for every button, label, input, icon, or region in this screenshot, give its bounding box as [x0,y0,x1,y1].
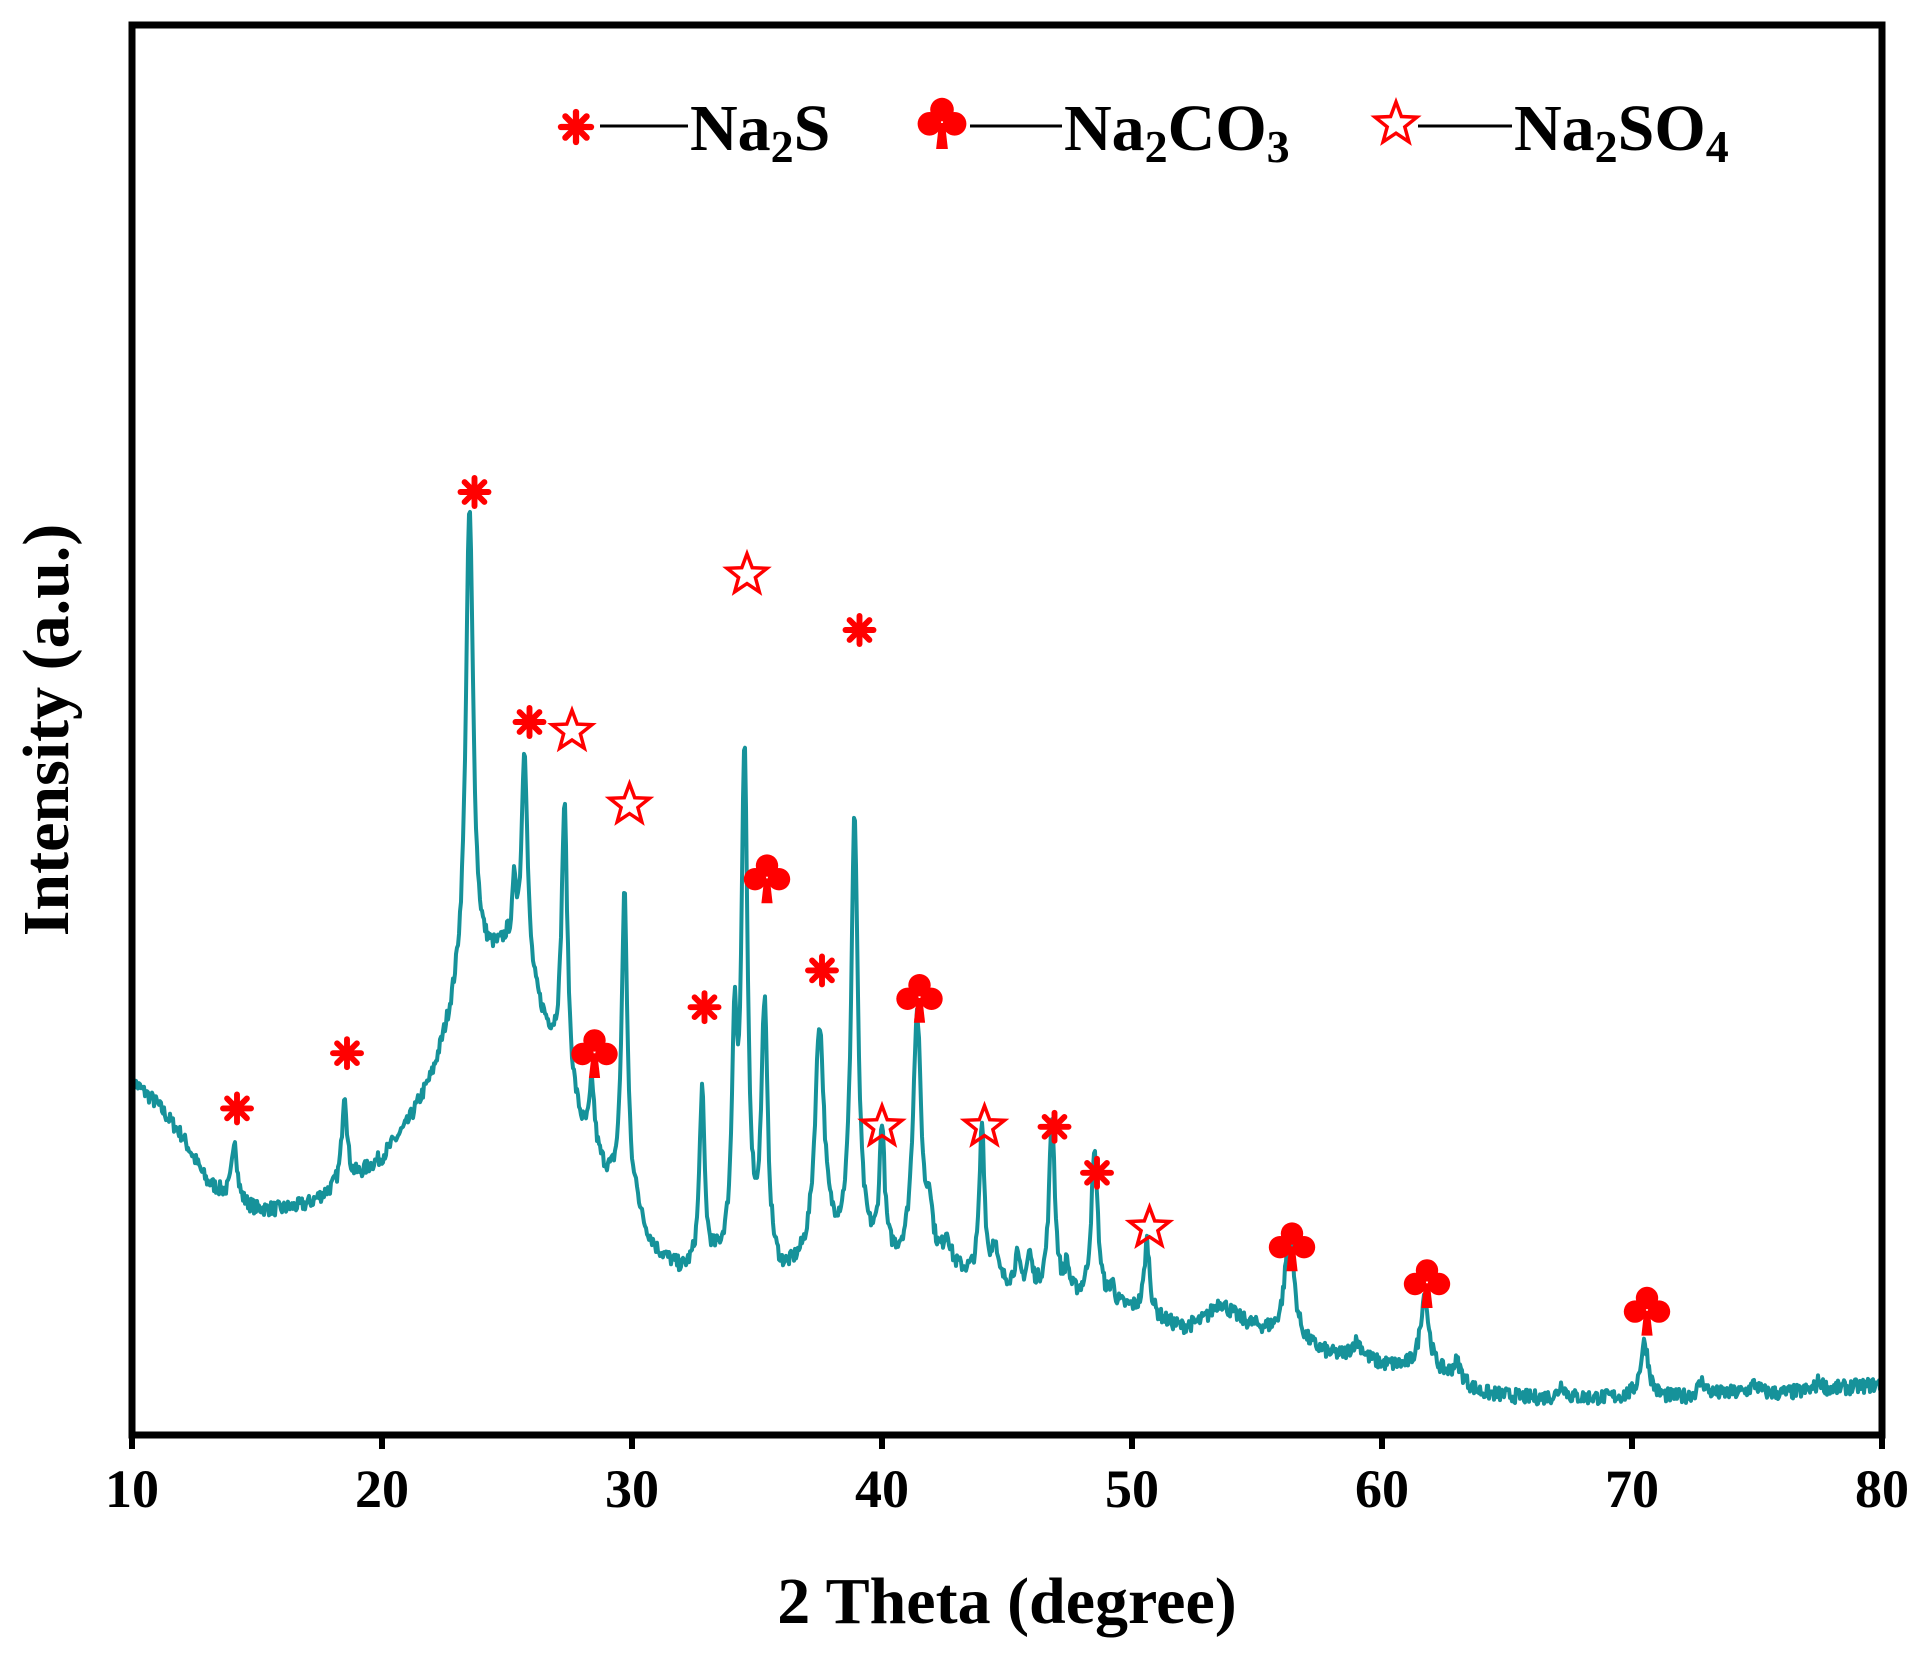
peak-marker-asterisk-icon [220,1091,254,1126]
legend-na2so4-rest: SO [1618,92,1706,165]
peak-marker-club-icon [1268,1222,1316,1272]
x-tick-label: 50 [1105,1459,1159,1519]
legend-item-na2co3: Na2CO3 [917,92,1290,172]
legend: Na2S Na2CO3 Na2SO4 [557,92,1729,172]
legend-star-icon [1370,96,1422,146]
x-tick-label: 80 [1855,1459,1909,1519]
peak-marker-star-icon [722,548,772,596]
peak-marker-asterisk-icon [687,990,722,1025]
peak-marker-asterisk-icon [457,475,492,509]
plot-frame [128,21,1886,1439]
x-tick-label: 30 [605,1459,659,1519]
x-tick-label: 70 [1605,1459,1659,1519]
peak-marker-star-icon [857,1100,907,1148]
legend-item-na2s: Na2S [557,92,830,172]
legend-label-na2co3: Na2CO3 [1064,92,1290,172]
peak-marker-star-icon [547,705,597,753]
legend-label-na2s: Na2S [690,92,830,172]
peak-marker-asterisk-icon [1080,1155,1114,1190]
legend-na2so4-base: Na [1514,92,1595,165]
peak-marker-asterisk-icon [1037,1109,1072,1144]
legend-na2s-rest: S [794,92,831,165]
legend-na2s-base: Na [690,92,771,165]
peak-annotations [220,475,1671,1336]
x-tick-label: 20 [355,1459,409,1519]
x-axis-ticks [129,1435,1885,1449]
x-tick-label: 40 [855,1459,909,1519]
peak-marker-club-icon [1623,1286,1671,1336]
legend-na2s-sub: 2 [771,121,794,172]
y-axis-title: Intensity (a.u.) [10,524,83,937]
legend-club-icon [917,97,967,150]
x-axis-tick-labels: 10 20 30 40 50 60 70 80 [105,1459,1909,1519]
peak-marker-club-icon [743,854,791,904]
x-tick-label: 10 [105,1459,159,1519]
legend-asterisk-icon [557,108,595,146]
peak-marker-star-icon [604,778,655,826]
x-tick-label: 60 [1355,1459,1409,1519]
peak-marker-club-icon [1403,1259,1451,1308]
peak-marker-asterisk-icon [805,953,839,988]
peak-marker-star-icon [1124,1202,1175,1250]
peak-marker-club-icon [571,1029,618,1078]
legend-na2co3-rest: CO [1168,92,1267,165]
peak-marker-club-icon [896,974,943,1023]
legend-na2so4-sub1: 2 [1595,121,1618,172]
legend-na2co3-base: Na [1064,92,1145,165]
peak-marker-asterisk-icon [842,613,877,647]
legend-na2co3-sub1: 2 [1145,121,1168,172]
legend-na2so4-sub2: 4 [1706,121,1729,172]
peak-marker-asterisk-icon [512,705,547,739]
x-axis-title: 2 Theta (degree) [777,1565,1236,1638]
legend-label-na2so4: Na2SO4 [1514,92,1729,172]
peak-marker-asterisk-icon [330,1036,364,1071]
xrd-pattern-line [132,510,1882,1407]
legend-na2co3-sub2: 3 [1267,121,1290,172]
peak-marker-star-icon [959,1100,1010,1148]
legend-item-na2so4: Na2SO4 [1370,92,1729,172]
